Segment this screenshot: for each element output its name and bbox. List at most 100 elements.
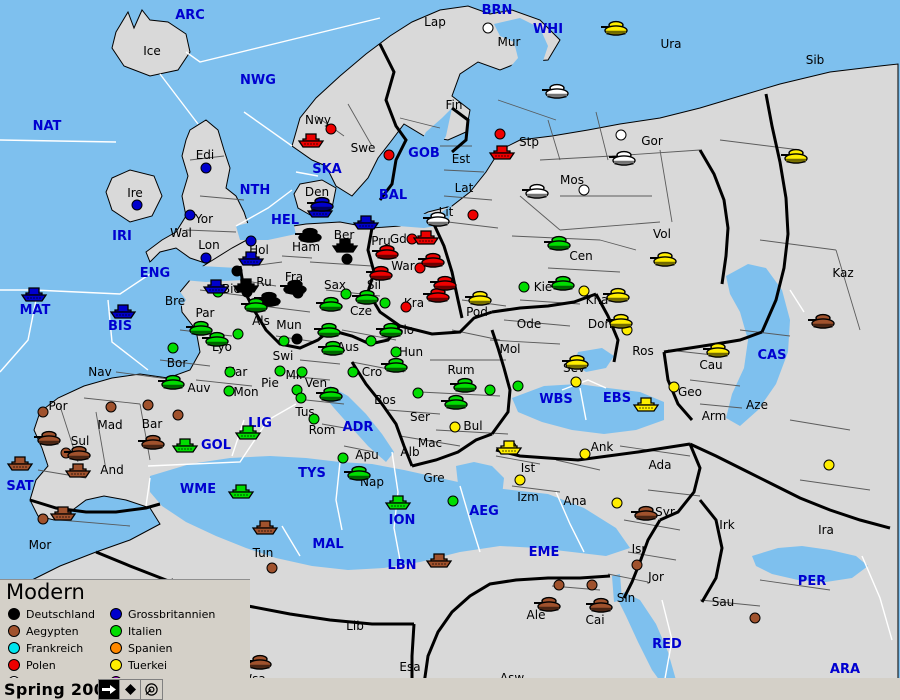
unit-army-ura[interactable] bbox=[600, 18, 630, 38]
unit-army-ale[interactable] bbox=[533, 594, 563, 614]
unit-army-mur[interactable] bbox=[541, 81, 571, 101]
supply-center-bor[interactable] bbox=[167, 342, 179, 354]
unit-fleet-tun[interactable] bbox=[251, 518, 279, 536]
unit-fleet-bal[interactable] bbox=[352, 213, 380, 231]
unit-fleet-mor[interactable] bbox=[49, 504, 77, 522]
unit-fleet-lig[interactable] bbox=[234, 423, 262, 441]
supply-center-swi[interactable] bbox=[278, 335, 290, 347]
unit-army-gor[interactable] bbox=[608, 148, 638, 168]
unit-army-cau[interactable] bbox=[702, 340, 732, 360]
supply-center-ale[interactable] bbox=[553, 579, 565, 591]
supply-center-war[interactable] bbox=[414, 262, 426, 274]
unit-army-pod[interactable] bbox=[464, 288, 494, 308]
supply-center-geo[interactable] bbox=[668, 381, 680, 393]
unit-army-sil[interactable] bbox=[365, 263, 395, 283]
unit-fleet-gda[interactable] bbox=[412, 228, 440, 246]
unit-army-ven[interactable] bbox=[315, 384, 345, 404]
supply-center-cro[interactable] bbox=[347, 366, 359, 378]
supply-center-ode[interactable] bbox=[512, 380, 524, 392]
supply-center-kra[interactable] bbox=[400, 301, 412, 313]
unit-fleet-sat[interactable] bbox=[6, 454, 34, 472]
supply-center-mur[interactable] bbox=[482, 22, 494, 34]
unit-army-slo[interactable] bbox=[375, 320, 405, 340]
supply-center-cze[interactable] bbox=[379, 297, 391, 309]
unit-army-nap[interactable] bbox=[343, 463, 373, 483]
unit-army-kha[interactable] bbox=[602, 285, 632, 305]
unit-army-cai[interactable] bbox=[585, 595, 615, 615]
unit-army-bor[interactable] bbox=[157, 372, 187, 392]
unit-army-cen[interactable] bbox=[543, 233, 573, 253]
unit-fleet-and[interactable] bbox=[64, 461, 92, 479]
supply-center-stp[interactable] bbox=[494, 128, 506, 140]
supply-center-par[interactable] bbox=[232, 328, 244, 340]
supply-center-bos[interactable] bbox=[412, 387, 424, 399]
unit-army-lat[interactable] bbox=[422, 209, 452, 229]
supply-center-nwy[interactable] bbox=[325, 123, 337, 135]
supply-center-ru[interactable] bbox=[231, 265, 243, 277]
supply-center-rum[interactable] bbox=[484, 384, 496, 396]
supply-center-rom[interactable] bbox=[308, 413, 320, 425]
unit-fleet-stp[interactable] bbox=[488, 143, 516, 161]
convoy-button[interactable] bbox=[141, 680, 162, 699]
supply-center-gre[interactable] bbox=[447, 495, 459, 507]
supply-center-pie[interactable] bbox=[274, 365, 286, 377]
unit-army-mun[interactable] bbox=[313, 320, 343, 340]
unit-army-kaz[interactable] bbox=[807, 311, 837, 331]
unit-army-ode[interactable] bbox=[440, 392, 470, 412]
supply-center-cai[interactable] bbox=[586, 579, 598, 591]
supply-center-bul[interactable] bbox=[449, 421, 461, 433]
unit-army-syr[interactable] bbox=[630, 503, 660, 523]
supply-center-hol[interactable] bbox=[245, 235, 257, 247]
supply-center-mad[interactable] bbox=[105, 401, 117, 413]
supply-center-lon[interactable] bbox=[200, 252, 212, 264]
supply-center-ank[interactable] bbox=[579, 448, 591, 460]
unit-army-lyo[interactable] bbox=[201, 329, 231, 349]
supply-center-edi[interactable] bbox=[200, 162, 212, 174]
supply-center-mos[interactable] bbox=[578, 184, 590, 196]
unit-fleet-ion[interactable] bbox=[384, 493, 412, 511]
unit-army-den[interactable] bbox=[306, 194, 336, 214]
supply-center-mar[interactable] bbox=[224, 366, 236, 378]
unit-fleet-ebs[interactable] bbox=[632, 395, 660, 413]
supply-center-ire[interactable] bbox=[131, 199, 143, 211]
supply-center-mor[interactable] bbox=[37, 513, 49, 525]
move-arrow-button[interactable] bbox=[99, 680, 120, 699]
supply-center-bar[interactable] bbox=[172, 409, 184, 421]
unit-army-war[interactable] bbox=[417, 250, 447, 270]
unit-army-lit[interactable] bbox=[429, 273, 459, 293]
unit-fleet-bis[interactable] bbox=[109, 302, 137, 320]
supply-center-gor[interactable] bbox=[615, 129, 627, 141]
unit-army-sev[interactable] bbox=[561, 352, 591, 372]
unit-fleet-ru[interactable] bbox=[232, 276, 260, 294]
unit-fleet-mat[interactable] bbox=[20, 285, 48, 303]
unit-fleet-bic[interactable] bbox=[202, 277, 230, 295]
supply-center-tun[interactable] bbox=[266, 562, 278, 574]
supply-center-ber[interactable] bbox=[341, 253, 353, 265]
supply-center-mun[interactable] bbox=[291, 333, 303, 345]
supply-center-sax[interactable] bbox=[340, 288, 352, 300]
unit-fleet-hol[interactable] bbox=[237, 249, 265, 267]
supply-center-kha[interactable] bbox=[578, 285, 590, 297]
unit-fleet-ber[interactable] bbox=[331, 236, 359, 254]
supply-center-isr[interactable] bbox=[631, 559, 643, 571]
supply-center-alg[interactable] bbox=[142, 399, 154, 411]
unit-fleet-aeg[interactable] bbox=[495, 438, 523, 456]
supply-center-sev[interactable] bbox=[570, 376, 582, 388]
unit-army-hun[interactable] bbox=[380, 355, 410, 375]
unit-fleet-wme[interactable] bbox=[227, 482, 255, 500]
unit-army-sib[interactable] bbox=[780, 146, 810, 166]
supply-center-izm[interactable] bbox=[514, 474, 526, 486]
unit-fleet-gol[interactable] bbox=[171, 436, 199, 454]
supply-center-hun[interactable] bbox=[390, 346, 402, 358]
unit-army-kra[interactable] bbox=[422, 285, 452, 305]
unit-army-rum[interactable] bbox=[449, 375, 479, 395]
unit-fleet-nwy[interactable] bbox=[297, 131, 325, 149]
unit-army-sax[interactable] bbox=[315, 294, 345, 314]
unit-army-bar[interactable] bbox=[137, 432, 167, 452]
supply-center-mon[interactable] bbox=[223, 385, 235, 397]
supply-center-tus[interactable] bbox=[295, 392, 307, 404]
unit-army-don[interactable] bbox=[605, 311, 635, 331]
supply-center-ira[interactable] bbox=[823, 459, 835, 471]
supply-center-lit[interactable] bbox=[467, 209, 479, 221]
